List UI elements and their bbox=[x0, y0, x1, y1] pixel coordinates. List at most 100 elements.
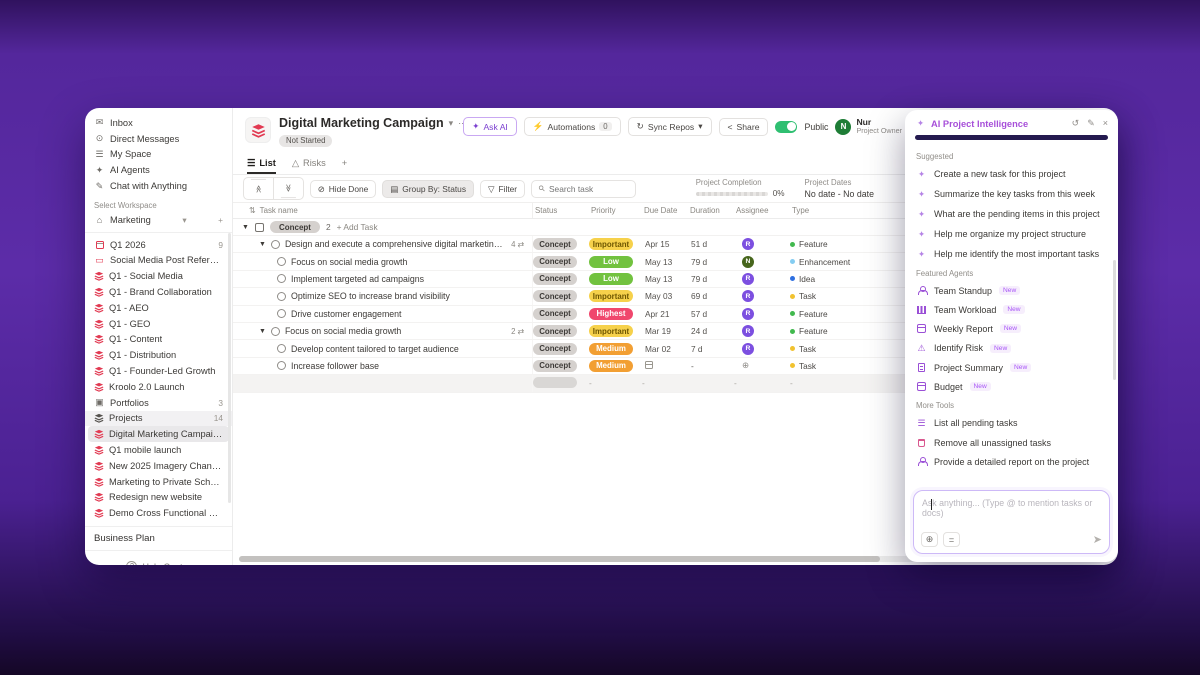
sidebar-item-project[interactable]: Q1 - Founder-Led Growth bbox=[85, 363, 232, 379]
type-label[interactable]: Feature bbox=[799, 239, 828, 250]
caret-down-icon[interactable]: ▼ bbox=[259, 327, 266, 335]
due-date[interactable]: Apr 21 bbox=[645, 308, 670, 319]
agent-item[interactable]: ⚠ Identify Risk New bbox=[905, 338, 1118, 358]
column-header[interactable]: Task name bbox=[259, 206, 298, 215]
project-owner[interactable]: N Nur Project Owner bbox=[835, 117, 902, 135]
task-status-circle[interactable] bbox=[277, 274, 286, 284]
more-menu-icon[interactable]: ⋯ bbox=[458, 118, 467, 129]
type-label[interactable]: Enhancement bbox=[799, 256, 851, 267]
share-button[interactable]: < Share bbox=[718, 117, 769, 136]
tab-list[interactable]: ☰ List bbox=[247, 152, 276, 174]
suggested-item[interactable]: ✦ Summarize the key tasks from this week bbox=[905, 184, 1118, 204]
column-header[interactable]: Due Date bbox=[644, 206, 678, 215]
sidebar-item-project[interactable]: Q1 - Social Media bbox=[85, 268, 232, 284]
sidebar-item-project-selected[interactable]: Digital Marketing Campaign bbox=[88, 426, 229, 443]
sidebar-group-projects[interactable]: Projects 14 bbox=[85, 410, 232, 427]
table-row[interactable]: Focus on social media growth Concept Low… bbox=[233, 253, 1118, 271]
help-center-button[interactable]: ? Help Center bbox=[85, 551, 232, 565]
sidebar-item-ai-agents[interactable]: ✦ AI Agents bbox=[85, 162, 232, 178]
sidebar-item-direct-messages[interactable]: ⊙ Direct Messages bbox=[85, 131, 232, 147]
empty-due-date-icon[interactable] bbox=[645, 360, 653, 369]
public-toggle[interactable] bbox=[775, 120, 798, 133]
sidebar-item-project[interactable]: Q1 - GEO bbox=[85, 316, 232, 332]
agent-item[interactable]: Weekly Report New bbox=[905, 319, 1118, 338]
agent-item[interactable]: Team Standup New bbox=[905, 281, 1118, 300]
task-status-circle[interactable] bbox=[270, 239, 280, 249]
sidebar-item-project[interactable]: Q1 - Content bbox=[85, 332, 232, 348]
task-status-circle[interactable] bbox=[277, 291, 286, 301]
sort-icon[interactable]: ⇅ bbox=[249, 206, 256, 215]
sidebar-item-project[interactable]: Kroolo 2.0 Launch bbox=[85, 379, 232, 395]
due-date[interactable]: May 03 bbox=[645, 291, 673, 302]
priority-badge[interactable]: Medium bbox=[589, 359, 633, 372]
sidebar-item-project[interactable]: New 2025 Imagery Change Over bbox=[85, 458, 232, 474]
group-header-concept[interactable]: ▼ Concept 2 + Add Task bbox=[233, 219, 1118, 236]
due-date[interactable]: May 13 bbox=[645, 273, 673, 284]
suggested-item[interactable]: ✦ What are the pending items in this proj… bbox=[905, 204, 1118, 224]
type-label[interactable]: Task bbox=[799, 343, 817, 354]
status-badge[interactable]: Concept bbox=[533, 342, 577, 355]
priority-badge[interactable]: Important bbox=[589, 290, 633, 303]
assignee-avatar[interactable]: R bbox=[742, 307, 754, 320]
collapse-all-button[interactable]: ≫ bbox=[244, 178, 274, 199]
table-row[interactable]: Implement targeted ad campaigns Concept … bbox=[233, 270, 1118, 289]
table-row[interactable]: ▼ Focus on social media growth 2 ⇄ Concept … bbox=[233, 322, 1118, 341]
add-task-button[interactable]: + Add Task bbox=[336, 222, 378, 232]
add-workspace-icon[interactable]: + bbox=[218, 214, 223, 225]
search-input[interactable] bbox=[548, 183, 629, 194]
assignee-avatar[interactable]: R bbox=[742, 238, 754, 251]
ask-input-box[interactable]: Ask anything... (Type @ to mention tasks… bbox=[913, 490, 1110, 554]
sidebar-item-chat-with-anything[interactable]: ✎ Chat with Anything bbox=[85, 178, 232, 194]
due-date[interactable]: May 13 bbox=[645, 256, 673, 267]
workspace-selector[interactable]: ⌂ Marketing ▾ + bbox=[85, 212, 232, 228]
expand-all-button[interactable]: ≫ bbox=[274, 178, 303, 199]
tool-item[interactable]: Provide a detailed report on the project bbox=[905, 452, 1118, 471]
priority-badge[interactable]: Low bbox=[589, 272, 633, 285]
project-status-badge[interactable]: Not Started bbox=[279, 134, 333, 147]
task-status-circle[interactable] bbox=[277, 344, 286, 354]
status-badge[interactable]: Concept bbox=[533, 255, 577, 268]
task-status-circle[interactable] bbox=[277, 361, 286, 371]
compose-icon[interactable]: ✎ bbox=[1087, 118, 1095, 128]
scrollbar-thumb[interactable] bbox=[239, 556, 880, 562]
sidebar-item-project[interactable]: Q1 - Distribution bbox=[85, 347, 232, 363]
column-header[interactable]: Assignee bbox=[736, 206, 769, 215]
table-row[interactable]: Develop content tailored to target audie… bbox=[233, 340, 1118, 358]
task-status-circle[interactable] bbox=[270, 326, 280, 336]
sidebar-item-project[interactable]: Q1 - AEO bbox=[85, 300, 232, 316]
status-badge[interactable]: Concept bbox=[533, 238, 577, 251]
group-checkbox[interactable] bbox=[254, 222, 264, 232]
table-row[interactable]: Drive customer engagement Concept Highes… bbox=[233, 305, 1118, 323]
priority-badge[interactable]: Medium bbox=[589, 342, 633, 355]
sidebar-scrollbar[interactable] bbox=[228, 233, 231, 503]
suggested-item[interactable]: ✦ Help me identify the most important tas… bbox=[905, 244, 1118, 264]
horizontal-scrollbar[interactable] bbox=[239, 556, 984, 562]
caret-down-icon[interactable]: ▼ bbox=[242, 223, 249, 231]
agent-item[interactable]: Project Summary New bbox=[905, 358, 1118, 377]
sidebar-item-inbox[interactable]: ✉ Inbox bbox=[85, 115, 232, 131]
sidebar-item-project[interactable]: Q1 mobile launch bbox=[85, 442, 232, 458]
table-row[interactable]: ▼ Design and execute a comprehensive digi… bbox=[233, 236, 1118, 254]
task-status-circle[interactable] bbox=[277, 309, 286, 319]
status-badge[interactable]: Concept bbox=[533, 272, 577, 285]
priority-badge[interactable]: Important bbox=[589, 325, 633, 338]
sidebar-item-project[interactable]: Redesign new website bbox=[85, 490, 232, 506]
tool-item[interactable]: ☰ List all pending tasks bbox=[905, 413, 1118, 433]
assignee-avatar[interactable]: N bbox=[742, 255, 754, 268]
status-badge[interactable]: Concept bbox=[533, 359, 577, 372]
table-row[interactable]: Optimize SEO to increase brand visibilit… bbox=[233, 288, 1118, 306]
column-header[interactable]: Type bbox=[792, 206, 810, 215]
status-badge[interactable]: Concept bbox=[533, 307, 577, 320]
tab-add[interactable]: + bbox=[342, 152, 347, 174]
history-icon[interactable]: ↺ bbox=[1071, 118, 1080, 128]
assignee-avatar[interactable]: R bbox=[742, 272, 754, 285]
hide-done-button[interactable]: ⊘ Hide Done bbox=[309, 179, 377, 198]
priority-badge[interactable]: Low bbox=[589, 255, 633, 268]
tool-item[interactable]: Remove all unassigned tasks bbox=[905, 433, 1118, 452]
agent-item[interactable]: Team Workload New bbox=[905, 300, 1118, 319]
sync-repos-button[interactable]: ↻ Sync Repos ▾ bbox=[627, 117, 712, 136]
add-assignee-icon[interactable]: ⊕ bbox=[742, 360, 750, 371]
filter-button[interactable]: ▽ Filter bbox=[480, 179, 526, 198]
type-label[interactable]: Feature bbox=[799, 326, 828, 337]
automations-button[interactable]: ⚡ Automations 0 bbox=[523, 117, 621, 136]
